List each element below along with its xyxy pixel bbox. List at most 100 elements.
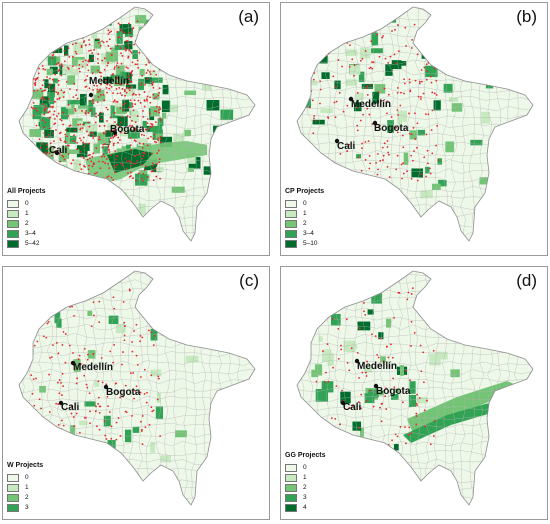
project-dot: [150, 331, 153, 334]
project-dot: [64, 133, 67, 136]
project-dot: [395, 168, 398, 171]
project-dot: [108, 38, 111, 41]
project-dot: [379, 406, 381, 409]
project-dot: [431, 303, 433, 305]
project-dot: [124, 94, 126, 97]
project-dot: [38, 439, 41, 441]
project-dot: [82, 141, 85, 144]
project-dot: [91, 72, 94, 75]
municipality-shade: [371, 293, 383, 304]
project-dot: [375, 162, 377, 164]
project-dot: [431, 305, 434, 307]
municipality-shade: [97, 132, 109, 145]
project-dot: [70, 162, 73, 165]
project-dot: [85, 130, 88, 133]
project-dot: [95, 171, 98, 174]
project-dot: [83, 40, 86, 42]
project-dot: [131, 414, 133, 417]
legend-label: 3–4: [25, 230, 36, 237]
project-dot: [116, 100, 119, 103]
project-dot: [112, 136, 115, 139]
project-dot: [142, 50, 145, 52]
project-dot: [131, 105, 134, 108]
project-dot: [312, 411, 315, 414]
project-dot: [153, 140, 156, 143]
project-dot: [84, 165, 86, 168]
project-dot: [59, 131, 62, 134]
municipality-shade: [161, 112, 167, 119]
project-dot: [88, 49, 90, 52]
project-dot: [151, 152, 153, 155]
project-dot: [37, 322, 39, 325]
project-dot: [410, 320, 413, 323]
project-dot: [386, 345, 388, 348]
project-dot: [352, 404, 354, 407]
municipality-shade: [122, 99, 130, 112]
project-dot: [73, 29, 75, 32]
municipality-shade: [38, 170, 48, 176]
project-dot: [40, 292, 43, 294]
project-dot: [84, 416, 87, 419]
municipality-shade: [58, 154, 67, 163]
project-dot: [128, 22, 130, 25]
project-dot: [95, 115, 98, 118]
project-dot: [67, 47, 70, 50]
municipality-shade: [142, 120, 147, 128]
municipality-shade: [114, 44, 125, 50]
project-dot: [84, 143, 87, 145]
project-dot: [84, 44, 87, 46]
project-dot: [430, 81, 433, 84]
municipality-shade: [364, 393, 375, 404]
municipality-shade: [444, 32, 455, 39]
project-dot: [157, 149, 160, 152]
project-dot: [51, 57, 53, 60]
project-dot: [42, 420, 45, 423]
municipality-shade: [310, 80, 318, 86]
project-dot: [154, 110, 156, 112]
project-dot: [120, 62, 123, 65]
project-dot: [52, 344, 54, 347]
municipality-shade: [132, 50, 138, 59]
project-dot: [346, 150, 349, 152]
project-dot: [152, 162, 154, 165]
project-dot: [396, 154, 399, 157]
project-dot: [139, 420, 142, 423]
project-dot: [115, 158, 118, 161]
project-dot: [136, 363, 139, 366]
project-dot: [56, 35, 59, 38]
project-dot: [88, 43, 91, 46]
municipality-shade: [162, 84, 169, 95]
project-dot: [397, 50, 400, 53]
project-dot: [67, 153, 70, 155]
project-dot: [134, 140, 137, 143]
project-dot: [134, 389, 137, 392]
project-dot: [152, 307, 155, 310]
project-dot: [405, 44, 407, 47]
project-dot: [103, 155, 106, 158]
municipality-shade: [329, 24, 334, 34]
project-dot: [429, 75, 432, 78]
municipality-shade: [155, 406, 164, 419]
project-dot: [416, 146, 418, 149]
project-dot: [98, 22, 101, 25]
municipality-shade: [367, 309, 374, 315]
municipality-shade: [62, 25, 69, 32]
municipality-shade: [155, 134, 164, 139]
project-dot: [96, 57, 99, 60]
project-dot: [43, 179, 46, 182]
project-dot: [30, 167, 33, 170]
project-dot: [102, 24, 105, 27]
project-dot: [408, 433, 411, 436]
project-dot: [101, 146, 104, 149]
municipality-shade: [416, 396, 428, 404]
project-dot: [140, 133, 143, 136]
municipality-shade: [39, 18, 51, 27]
project-dot: [113, 129, 116, 132]
municipality-shade: [67, 99, 81, 105]
project-dot: [345, 318, 348, 321]
project-dot: [159, 298, 162, 301]
project-dot: [52, 78, 54, 81]
project-dot: [422, 351, 425, 354]
project-dot: [124, 90, 126, 93]
project-dot: [42, 54, 45, 57]
